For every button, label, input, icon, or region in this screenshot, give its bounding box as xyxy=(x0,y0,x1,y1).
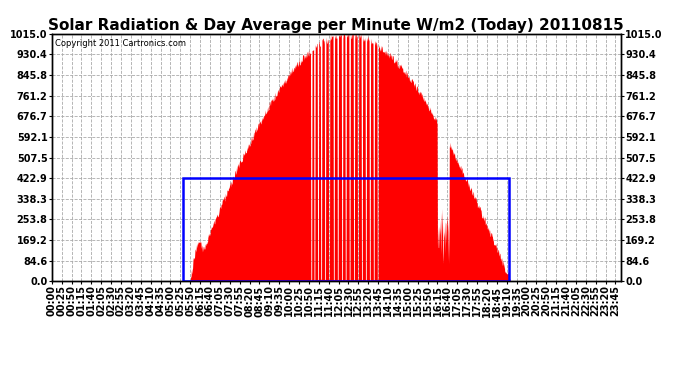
Title: Solar Radiation & Day Average per Minute W/m2 (Today) 20110815: Solar Radiation & Day Average per Minute… xyxy=(48,18,624,33)
Bar xyxy=(184,178,509,281)
Text: Copyright 2011 Cartronics.com: Copyright 2011 Cartronics.com xyxy=(55,39,186,48)
